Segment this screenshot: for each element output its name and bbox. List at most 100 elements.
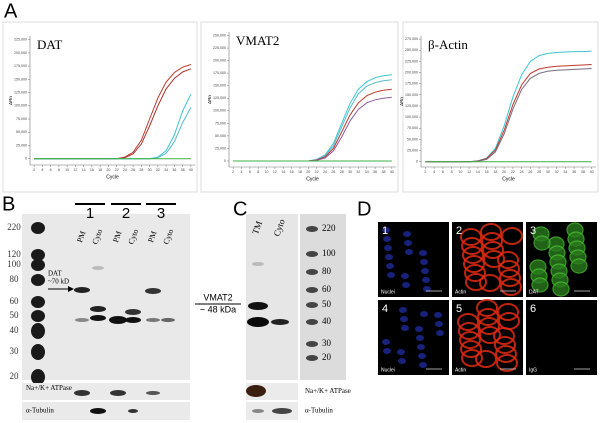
y-tick-label: 125,000 — [405, 104, 418, 108]
marker-label: 20 — [10, 371, 20, 381]
cell — [458, 322, 480, 340]
x-tick-label: 12 — [73, 168, 77, 172]
band — [125, 309, 141, 315]
x-tick-label: 18 — [98, 168, 102, 172]
x-tick-label: 12 — [467, 170, 471, 174]
x-tick-label: 20 — [502, 170, 506, 174]
x-tick-label: 40 — [390, 170, 394, 174]
band — [74, 287, 90, 293]
lane-label: TM — [250, 220, 264, 236]
marker-label: 40 — [322, 316, 332, 326]
cell — [498, 260, 520, 278]
tile-name: DAT — [529, 289, 539, 295]
y-tick-label: 200,000 — [14, 51, 27, 55]
marker-label: 30 — [322, 338, 332, 348]
cell — [533, 235, 551, 251]
x-tick-label: 34 — [365, 170, 369, 174]
band — [247, 317, 269, 327]
nucleus — [400, 316, 408, 322]
x-tick-label: 18 — [298, 170, 302, 174]
y-tick-label: 175,000 — [14, 64, 27, 68]
cell — [464, 264, 486, 282]
strip-label: α-Tubulin — [26, 407, 54, 415]
y-tick-label: 150,000 — [14, 77, 27, 81]
cell — [481, 232, 503, 250]
nucleus — [383, 236, 391, 242]
x-tick-label: 14 — [476, 170, 480, 174]
nucleus — [422, 277, 430, 283]
y-axis-label: ΔRn — [207, 95, 212, 104]
y-tick-label: 25,000 — [16, 143, 27, 147]
lane-label: PM — [111, 230, 123, 244]
x-tick-label: 4 — [41, 168, 43, 172]
cell — [459, 331, 481, 349]
strip-label: Na+/K+ ATPase — [26, 384, 72, 392]
ladder-band — [306, 302, 318, 308]
x-tick-label: 26 — [528, 170, 532, 174]
ladder-band — [306, 287, 318, 293]
cell — [475, 350, 497, 368]
band — [110, 390, 126, 396]
ladder-band — [31, 310, 45, 322]
x-tick-label: 20 — [106, 168, 110, 172]
nucleus — [382, 227, 390, 233]
marker-label: 50 — [10, 310, 20, 320]
ladder-band — [31, 296, 45, 308]
ladder-band — [31, 222, 45, 234]
y-axis-label: ΔRn — [8, 96, 13, 105]
x-tick-label: 32 — [356, 170, 360, 174]
x-tick-label: 26 — [131, 168, 135, 172]
chart-frame — [2, 21, 198, 193]
x-tick-label: 20 — [306, 170, 310, 174]
nucleus — [404, 240, 412, 246]
marker-label: 50 — [322, 299, 332, 309]
panel-label: B — [2, 193, 15, 215]
marker-label: 60 — [10, 296, 20, 306]
cell — [479, 274, 501, 292]
band — [145, 288, 161, 294]
nucleus — [398, 358, 406, 364]
ladder-band — [306, 341, 318, 347]
x-tick-label: 6 — [249, 170, 251, 174]
y-tick-label: 50,000 — [16, 130, 27, 134]
panel-label: D — [357, 198, 371, 220]
marker-lane — [300, 214, 346, 380]
ladder-band — [306, 319, 318, 325]
y-tick-label: 250,000 — [405, 48, 418, 52]
y-tick-label: 75,000 — [215, 121, 226, 125]
marker-label: 20 — [322, 352, 332, 362]
cell — [501, 227, 523, 245]
band — [90, 315, 106, 321]
micrograph — [378, 300, 449, 375]
tile-number: 5 — [456, 303, 462, 315]
tile-name: Nuclei — [381, 289, 395, 295]
x-tick-label: 2 — [33, 168, 35, 172]
nucleus — [402, 282, 410, 288]
y-tick-label: 125,000 — [14, 91, 27, 95]
x-tick-label: 8 — [451, 170, 453, 174]
x-tick-label: 14 — [281, 170, 285, 174]
ladder-band — [31, 344, 45, 360]
ladder-band — [31, 274, 45, 286]
y-tick-label: 150,000 — [405, 93, 418, 97]
nucleus — [435, 321, 443, 327]
marker-label: 100 — [7, 259, 21, 269]
ladder-band — [306, 251, 318, 257]
cell — [495, 345, 517, 363]
x-tick-label: 24 — [123, 168, 127, 172]
band — [74, 390, 90, 396]
tile-name: IgG — [529, 367, 537, 373]
cell — [462, 246, 484, 264]
tile-name: Nuclei — [381, 367, 395, 373]
band — [92, 266, 104, 270]
x-tick-label: 36 — [572, 170, 576, 174]
marker-label: 220 — [322, 223, 336, 233]
nucleus — [401, 273, 409, 279]
cell — [483, 250, 505, 268]
x-axis-label: Cycle — [106, 174, 119, 180]
y-tick-label: 125,000 — [213, 96, 226, 100]
target-label: DAT — [48, 270, 62, 278]
nucleus — [434, 312, 442, 318]
x-tick-label: 16 — [90, 168, 94, 172]
